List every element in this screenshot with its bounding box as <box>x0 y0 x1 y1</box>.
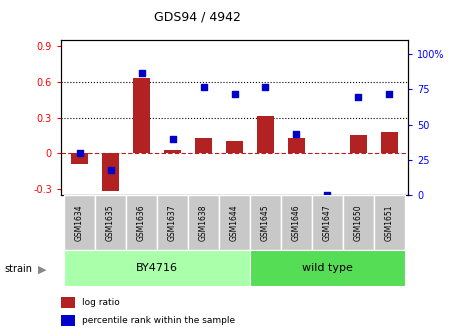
Text: GSM1644: GSM1644 <box>230 204 239 241</box>
Point <box>293 132 300 137</box>
Bar <box>64 250 250 286</box>
Point <box>76 150 83 156</box>
Text: strain: strain <box>5 264 33 275</box>
Bar <box>133 78 150 153</box>
Text: GSM1636: GSM1636 <box>137 204 146 241</box>
Point <box>138 70 145 75</box>
Bar <box>219 195 250 250</box>
Text: GSM1637: GSM1637 <box>168 204 177 241</box>
Bar <box>61 297 75 308</box>
Bar <box>374 195 405 250</box>
Bar <box>188 195 219 250</box>
Bar <box>64 195 95 250</box>
Bar <box>195 138 212 153</box>
Text: percentile rank within the sample: percentile rank within the sample <box>82 316 235 325</box>
Point <box>200 84 207 89</box>
Text: GSM1634: GSM1634 <box>75 204 84 241</box>
Bar <box>312 195 343 250</box>
Text: wild type: wild type <box>302 263 353 273</box>
Bar <box>95 195 126 250</box>
Text: GSM1651: GSM1651 <box>385 204 394 241</box>
Text: GSM1645: GSM1645 <box>261 204 270 241</box>
Text: ▶: ▶ <box>38 264 47 275</box>
Bar <box>343 195 374 250</box>
Point <box>169 136 176 141</box>
Bar <box>250 250 405 286</box>
Bar <box>61 315 75 326</box>
Bar <box>126 195 157 250</box>
Bar <box>281 195 312 250</box>
Bar <box>71 153 88 164</box>
Point <box>386 91 393 96</box>
Bar <box>157 195 188 250</box>
Text: BY4716: BY4716 <box>136 263 178 273</box>
Text: GSM1650: GSM1650 <box>354 204 363 241</box>
Text: GSM1646: GSM1646 <box>292 204 301 241</box>
Bar <box>350 135 367 153</box>
Bar <box>381 132 398 153</box>
Bar <box>257 116 274 153</box>
Text: GSM1635: GSM1635 <box>106 204 115 241</box>
Point <box>355 94 362 99</box>
Point <box>107 167 114 172</box>
Point <box>324 192 331 198</box>
Bar <box>226 141 243 153</box>
Text: GSM1638: GSM1638 <box>199 204 208 241</box>
Text: GDS94 / 4942: GDS94 / 4942 <box>153 10 241 23</box>
Text: log ratio: log ratio <box>82 298 120 307</box>
Bar <box>164 150 181 153</box>
Point <box>262 84 269 89</box>
Bar <box>250 195 281 250</box>
Bar <box>102 153 119 191</box>
Bar <box>288 138 305 153</box>
Point <box>231 91 238 96</box>
Text: GSM1647: GSM1647 <box>323 204 332 241</box>
